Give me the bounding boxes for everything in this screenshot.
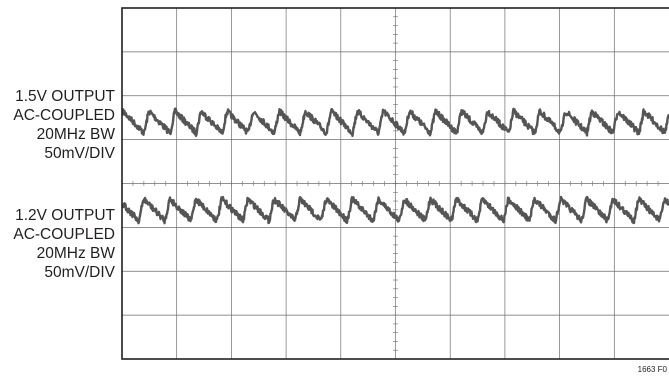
channel-2-scale: 50mV/DIV xyxy=(44,264,115,281)
channel-2-label: 1.2V OUTPUT AC-COUPLED 20MHz BW 50mV/DIV xyxy=(13,206,115,282)
channel-1-bandwidth: 20MHz BW xyxy=(36,126,115,143)
channel-2-output: 1.2V OUTPUT xyxy=(15,207,115,224)
channel-1-output: 1.5V OUTPUT xyxy=(15,88,115,105)
traces xyxy=(121,107,669,225)
figure-id: 1663 F0 xyxy=(637,365,667,374)
channel-2-coupling: AC-COUPLED xyxy=(13,226,115,243)
channel-2-bandwidth: 20MHz BW xyxy=(36,245,115,262)
trace-channel-2 xyxy=(121,195,669,225)
trace-channel-1 xyxy=(121,107,669,138)
channel-1-label: 1.5V OUTPUT AC-COUPLED 20MHz BW 50mV/DIV xyxy=(13,87,115,163)
channel-1-coupling: AC-COUPLED xyxy=(13,107,115,124)
plot-frame xyxy=(121,7,669,360)
graticule xyxy=(122,8,669,359)
channel-1-scale: 50mV/DIV xyxy=(44,145,115,162)
